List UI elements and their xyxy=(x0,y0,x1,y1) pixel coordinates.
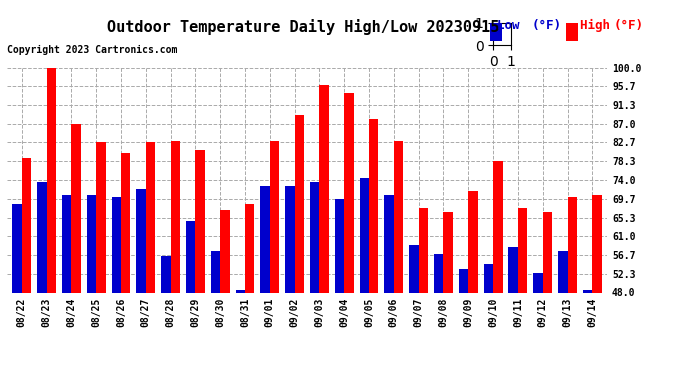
Bar xyxy=(146,142,155,292)
Bar xyxy=(409,245,419,292)
Bar xyxy=(186,221,195,292)
Bar xyxy=(310,182,319,292)
Bar xyxy=(112,197,121,292)
Bar xyxy=(394,141,403,292)
Bar xyxy=(137,189,146,292)
Bar xyxy=(444,213,453,292)
Bar xyxy=(195,150,205,292)
Bar xyxy=(96,142,106,292)
Bar xyxy=(344,93,354,292)
Bar xyxy=(270,141,279,292)
Bar xyxy=(22,158,31,292)
Text: Outdoor Temperature Daily High/Low 20230915: Outdoor Temperature Daily High/Low 20230… xyxy=(108,19,500,35)
Bar xyxy=(543,213,552,292)
Text: High: High xyxy=(580,19,617,32)
Bar xyxy=(170,141,180,292)
Bar xyxy=(121,153,130,292)
Bar xyxy=(567,197,577,292)
Bar xyxy=(533,273,543,292)
Bar xyxy=(359,178,369,292)
Bar xyxy=(583,290,592,292)
Bar xyxy=(47,68,56,292)
Bar xyxy=(369,119,379,292)
Bar xyxy=(459,269,469,292)
Bar xyxy=(592,195,602,292)
Bar xyxy=(419,208,428,292)
Bar xyxy=(469,191,477,292)
Bar xyxy=(211,251,220,292)
Bar xyxy=(493,160,502,292)
Bar xyxy=(484,264,493,292)
Bar xyxy=(71,124,81,292)
Bar xyxy=(235,290,245,292)
Bar xyxy=(335,200,344,292)
Bar xyxy=(558,251,567,292)
Bar xyxy=(384,195,394,292)
Bar xyxy=(245,204,255,292)
Bar xyxy=(87,195,96,292)
Bar xyxy=(37,182,47,292)
Bar xyxy=(285,186,295,292)
Bar xyxy=(319,85,329,292)
Bar xyxy=(518,208,527,292)
Bar xyxy=(12,204,22,292)
Bar xyxy=(260,186,270,292)
Bar xyxy=(62,195,71,292)
Text: Low: Low xyxy=(497,19,526,32)
Bar xyxy=(509,247,518,292)
Bar xyxy=(161,256,170,292)
Bar xyxy=(434,254,444,292)
Text: (°F): (°F) xyxy=(614,19,644,32)
Bar xyxy=(295,115,304,292)
Text: Copyright 2023 Cartronics.com: Copyright 2023 Cartronics.com xyxy=(7,45,177,55)
Text: (°F): (°F) xyxy=(531,19,561,32)
Bar xyxy=(220,210,230,292)
